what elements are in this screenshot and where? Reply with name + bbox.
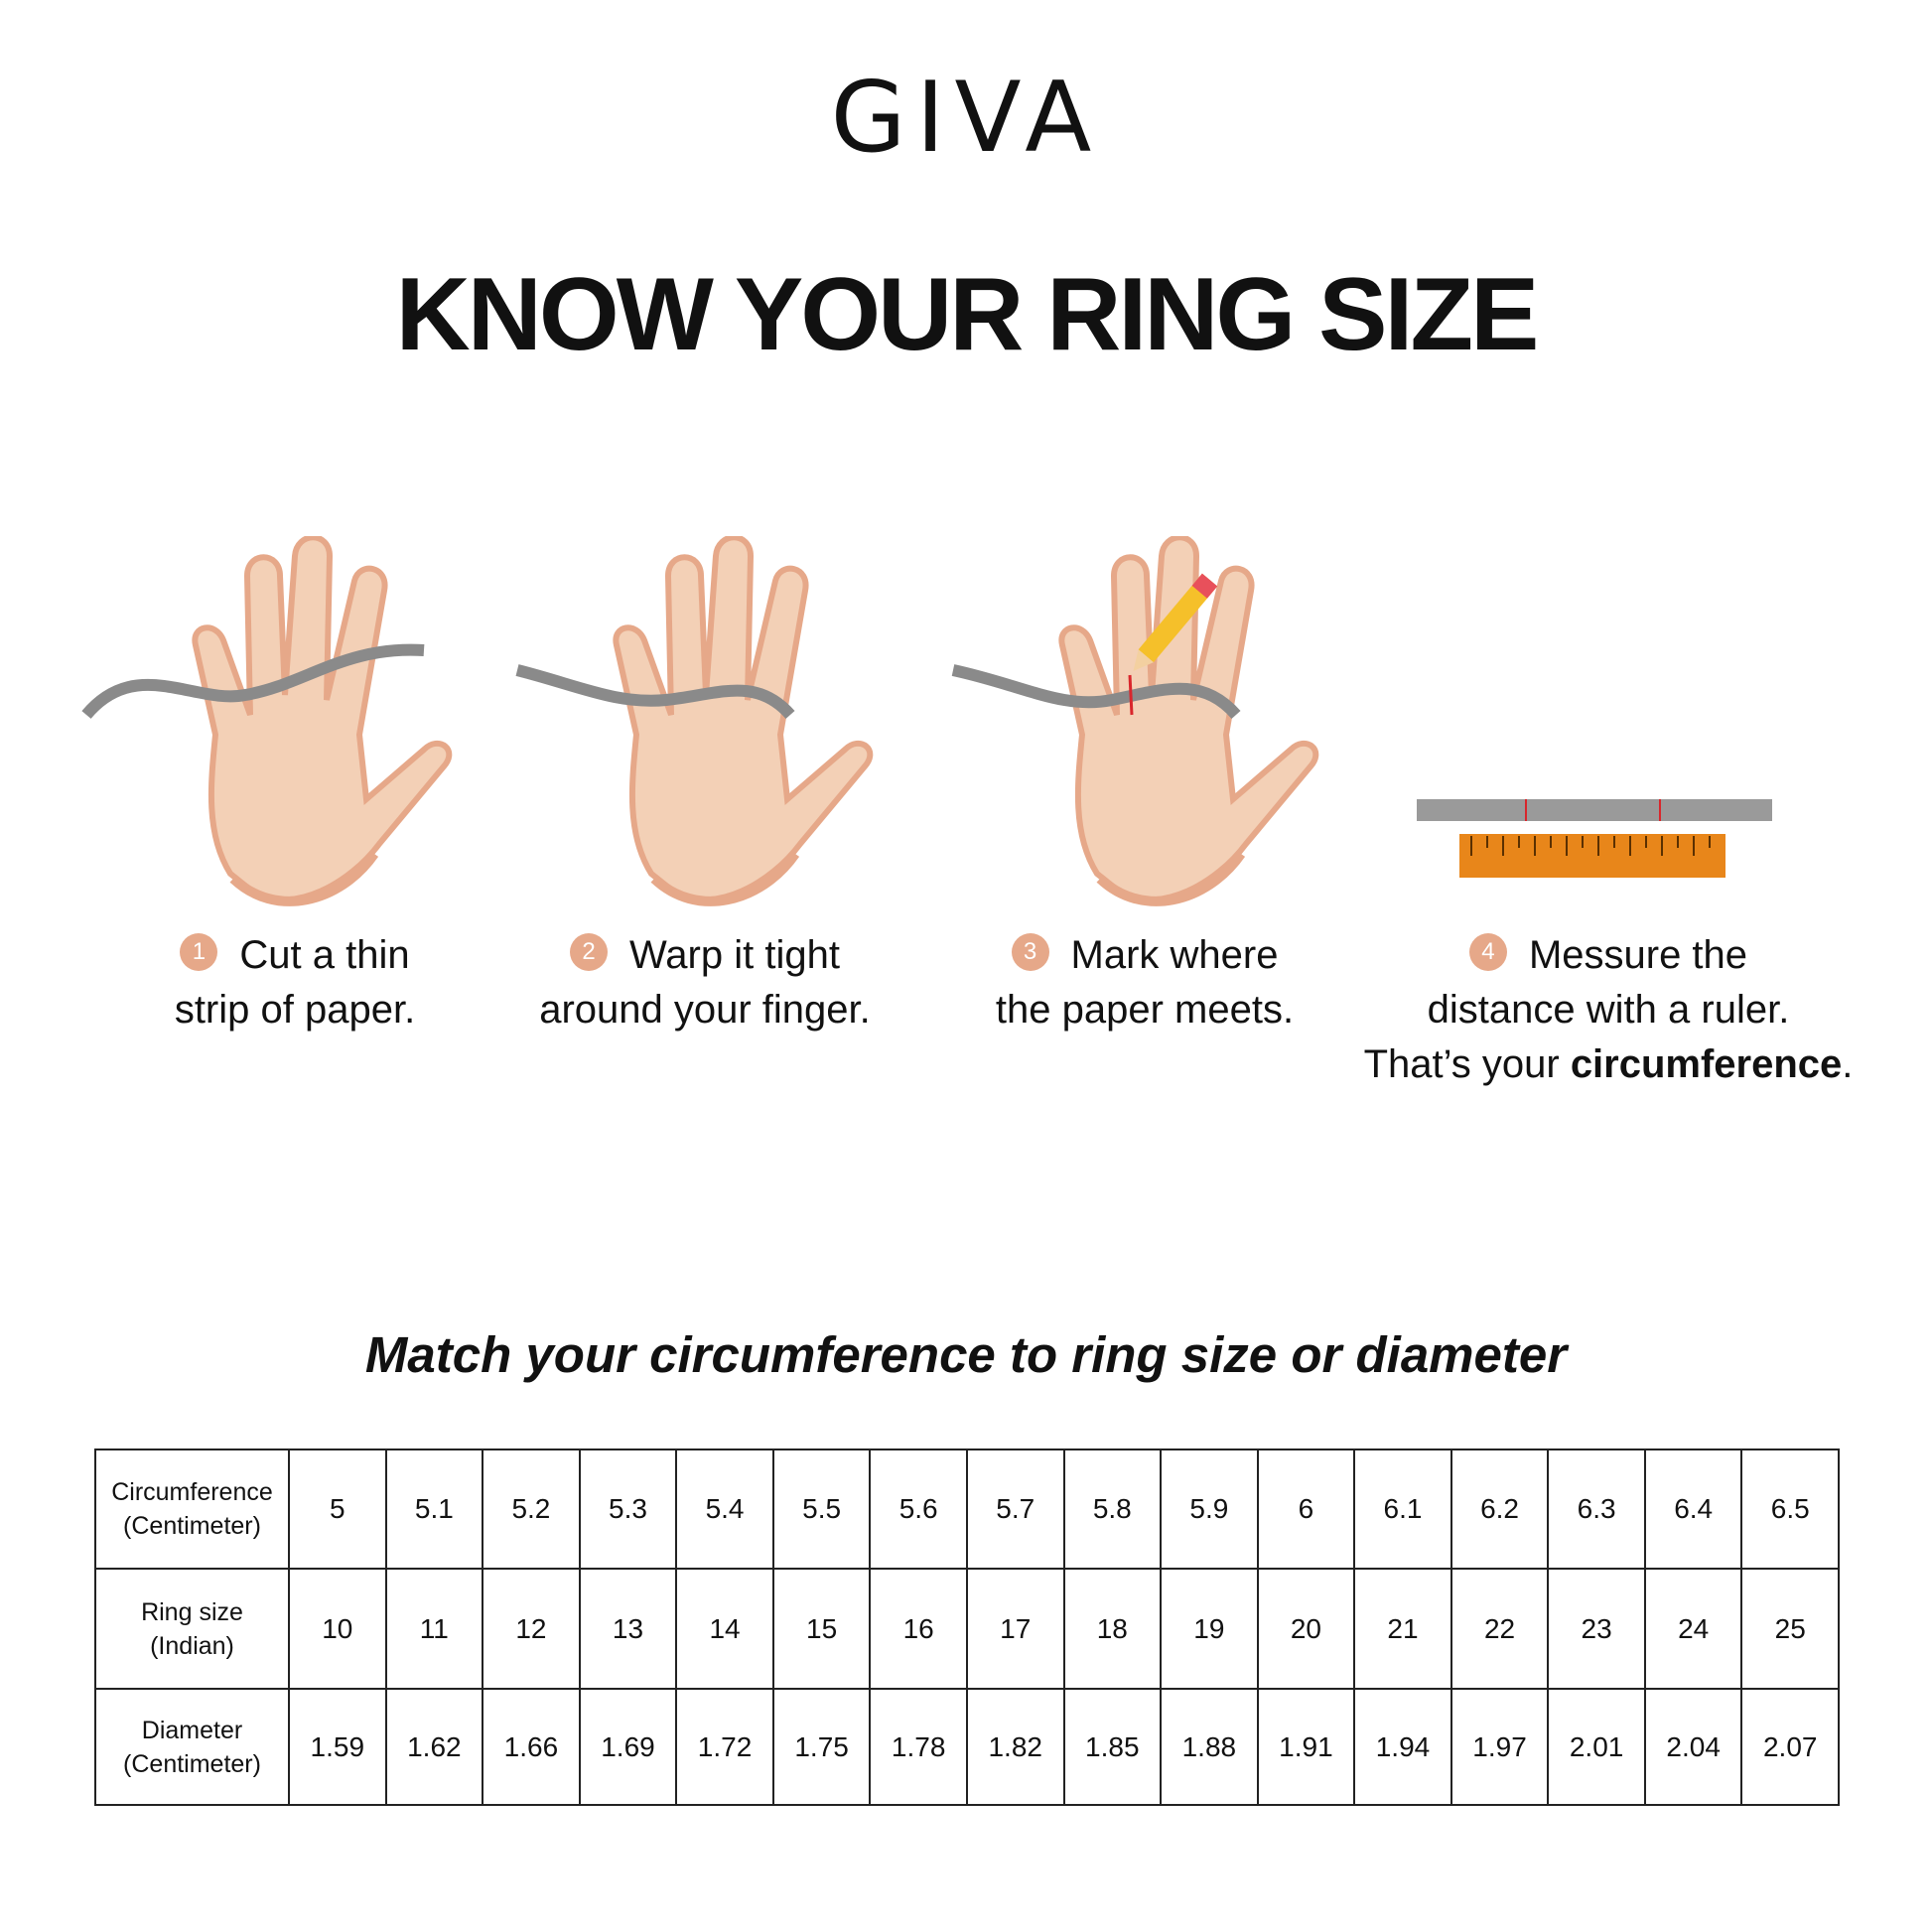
step-number-badge: 2 bbox=[570, 933, 609, 972]
row-header: Circumference (Centimeter) bbox=[94, 1449, 290, 1570]
table-cell: 1.88 bbox=[1160, 1688, 1259, 1806]
table-cell: 24 bbox=[1643, 1568, 1743, 1690]
table-row: Ring size (Indian) 10 11 12 13 14 15 16 17 18 19 20 2… bbox=[94, 1568, 1840, 1690]
table-cell: 2.04 bbox=[1643, 1688, 1743, 1806]
table-cell: 25 bbox=[1740, 1568, 1840, 1690]
table-cell: 5.8 bbox=[1062, 1449, 1163, 1570]
step-3-illustration bbox=[943, 536, 1360, 913]
table-cell: 1.59 bbox=[288, 1688, 387, 1806]
table-row: Circumference (Centimeter) 5 5.1 5.2 5.3 5.4 5.… bbox=[94, 1449, 1840, 1570]
table-cell: 1.82 bbox=[965, 1688, 1065, 1806]
table-cell: 16 bbox=[869, 1568, 968, 1690]
caption-line: the paper meets. bbox=[995, 988, 1295, 1032]
table-cell: 1.69 bbox=[578, 1688, 678, 1806]
step-1-illustration bbox=[76, 536, 493, 913]
row-header-line1: Circumference bbox=[111, 1478, 273, 1506]
table-cell: 6.5 bbox=[1740, 1449, 1840, 1570]
table-cell: 14 bbox=[675, 1568, 774, 1690]
table-cell: 5.6 bbox=[869, 1449, 968, 1570]
circumference-emphasis: circumference bbox=[1570, 1042, 1843, 1086]
table-cell: 5.3 bbox=[578, 1449, 678, 1570]
caption-line: distance with a ruler. bbox=[1427, 988, 1790, 1032]
table-cell: 5.2 bbox=[482, 1449, 581, 1570]
row-header: Diameter (Centimeter) bbox=[94, 1688, 290, 1806]
table-cell: 21 bbox=[1353, 1568, 1452, 1690]
caption-line: Messure the bbox=[1528, 933, 1748, 977]
table-cell: 13 bbox=[578, 1568, 678, 1690]
step-1-caption: 1 Cut a thin strip of paper. bbox=[57, 928, 533, 1037]
caption-line: Cut a thin bbox=[239, 933, 410, 977]
table-cell: 1.97 bbox=[1449, 1688, 1550, 1806]
giva-logo: GIVA bbox=[830, 62, 1102, 175]
row-header-line2: (Centimeter) bbox=[123, 1749, 261, 1778]
table-cell: 6.1 bbox=[1353, 1449, 1452, 1570]
step-number-badge: 4 bbox=[1468, 933, 1507, 972]
hand-with-paper-strip-icon bbox=[81, 536, 493, 913]
table-cell: 6 bbox=[1256, 1449, 1356, 1570]
table-cell: 5.7 bbox=[965, 1449, 1065, 1570]
row-header-line1: Ring size bbox=[141, 1597, 243, 1626]
table-cell: 2.07 bbox=[1740, 1688, 1840, 1806]
ruler-icon bbox=[1417, 799, 1772, 878]
table-cell: 5.1 bbox=[384, 1449, 484, 1570]
table-cell: 18 bbox=[1062, 1568, 1163, 1690]
table-cell: 10 bbox=[288, 1568, 387, 1690]
table-cell: 17 bbox=[965, 1568, 1065, 1690]
row-header-line2: (Indian) bbox=[150, 1631, 234, 1660]
step-number-badge: 1 bbox=[180, 933, 218, 972]
table-cell: 19 bbox=[1160, 1568, 1259, 1690]
row-header: Ring size (Indian) bbox=[94, 1568, 290, 1690]
table-cell: 6.3 bbox=[1547, 1449, 1646, 1570]
table-cell: 20 bbox=[1256, 1568, 1356, 1690]
caption-line: strip of paper. bbox=[174, 988, 416, 1032]
step-3-caption: 3 Mark where the paper meets. bbox=[906, 928, 1383, 1037]
step-4-caption: 4 Messure the distance with a ruler. That… bbox=[1350, 928, 1866, 1092]
table-cell: 6.2 bbox=[1449, 1449, 1550, 1570]
caption-line: . bbox=[1842, 1042, 1854, 1086]
table-cell: 15 bbox=[771, 1568, 872, 1690]
table-cell: 1.91 bbox=[1256, 1688, 1356, 1806]
hand-pencil-mark-icon bbox=[951, 536, 1360, 913]
table-cell: 5.5 bbox=[771, 1449, 872, 1570]
table-cell: 23 bbox=[1547, 1568, 1646, 1690]
step-number-badge: 3 bbox=[1011, 933, 1049, 972]
table-cell: 12 bbox=[482, 1568, 581, 1690]
step-2-caption: 2 Warp it tight around your finger. bbox=[467, 928, 943, 1037]
table-cell: 11 bbox=[384, 1568, 484, 1690]
hand-wrapped-finger-icon bbox=[515, 536, 914, 913]
table-cell: 1.72 bbox=[675, 1688, 774, 1806]
ring-size-table: Circumference (Centimeter) 5 5.1 5.2 5.3 5.4 5.… bbox=[94, 1449, 1840, 1806]
table-cell: 22 bbox=[1449, 1568, 1550, 1690]
row-header-line2: (Centimeter) bbox=[123, 1512, 261, 1540]
caption-line: Warp it tight bbox=[629, 933, 840, 977]
table-cell: 1.85 bbox=[1062, 1688, 1163, 1806]
page-title: KNOW YOUR RING SIZE bbox=[395, 257, 1540, 372]
step-4-illustration bbox=[1382, 536, 1799, 913]
table-subtitle: Match your circumference to ring size or… bbox=[364, 1326, 1568, 1383]
table-cell: 1.62 bbox=[384, 1688, 484, 1806]
table-cell: 1.78 bbox=[869, 1688, 968, 1806]
table-cell: 5.4 bbox=[675, 1449, 774, 1570]
table-row: Diameter (Centimeter) 1.59 1.62 1.66 1.69 1.72… bbox=[94, 1688, 1840, 1806]
caption-line: Mark where bbox=[1070, 933, 1279, 977]
table-cell: 2.01 bbox=[1547, 1688, 1646, 1806]
table-cell: 1.94 bbox=[1353, 1688, 1452, 1806]
caption-line: around your finger. bbox=[539, 988, 871, 1032]
step-2-illustration bbox=[497, 536, 914, 913]
table-cell: 6.4 bbox=[1643, 1449, 1743, 1570]
caption-line: That’s your bbox=[1363, 1042, 1571, 1086]
table-cell: 1.75 bbox=[771, 1688, 872, 1806]
table-cell: 5 bbox=[288, 1449, 387, 1570]
table-cell: 1.66 bbox=[482, 1688, 581, 1806]
row-header-line1: Diameter bbox=[141, 1716, 243, 1744]
table-cell: 5.9 bbox=[1160, 1449, 1259, 1570]
